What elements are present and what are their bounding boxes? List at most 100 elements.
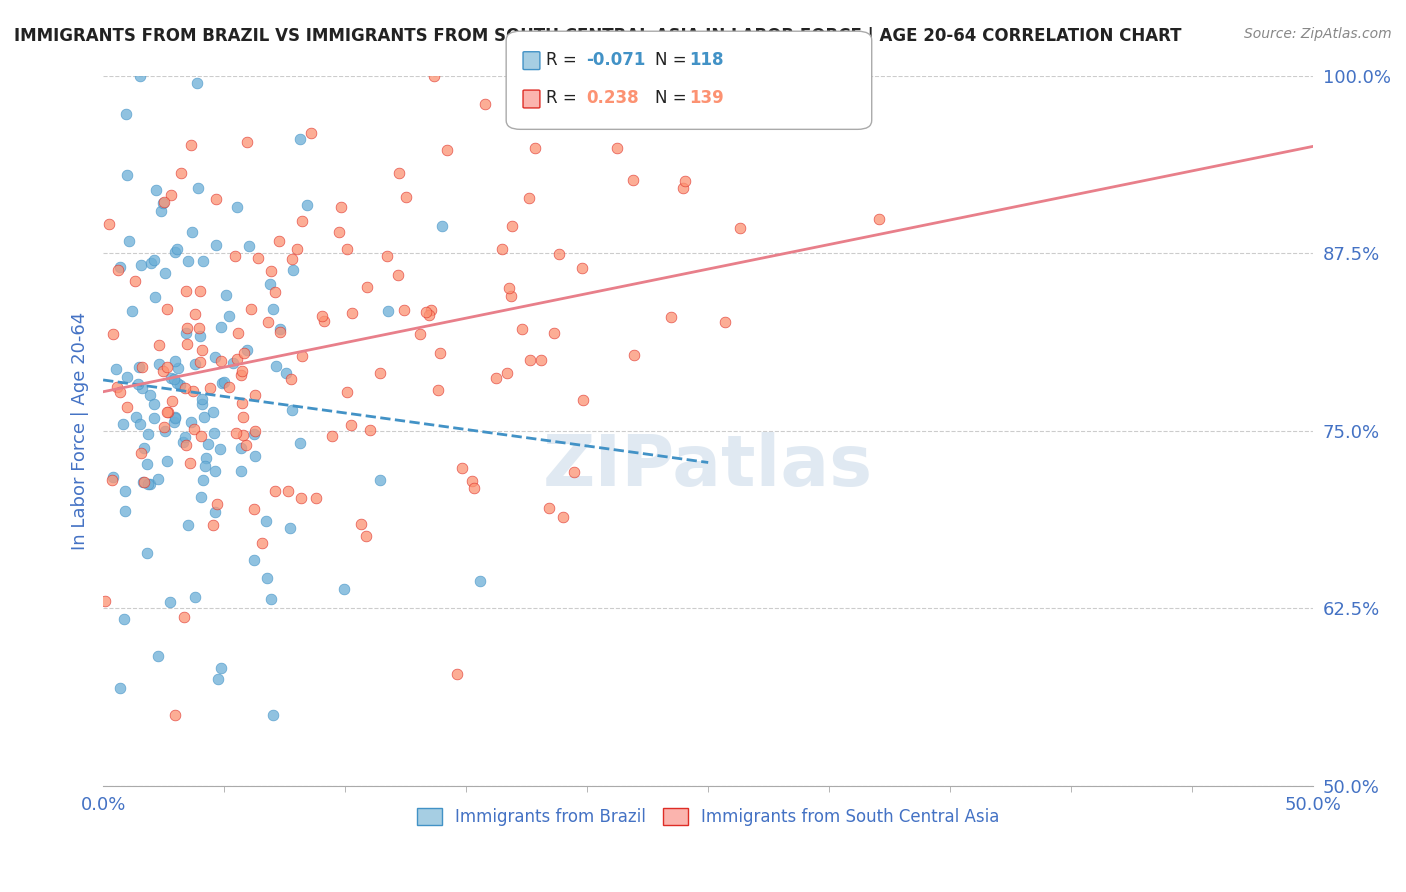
Point <box>148 357 170 371</box>
Point <box>463 481 485 495</box>
Point <box>512 322 534 336</box>
Point <box>295 197 318 211</box>
Point <box>94 593 117 607</box>
Text: Source: ZipAtlas.com: Source: ZipAtlas.com <box>1244 27 1392 41</box>
Point <box>247 252 270 266</box>
Point <box>356 529 378 543</box>
Point <box>186 76 208 90</box>
Point <box>226 326 249 340</box>
Point <box>197 437 219 451</box>
Point <box>260 592 283 607</box>
Point <box>183 422 205 436</box>
Text: 0.238: 0.238 <box>586 89 638 107</box>
Point <box>333 582 356 597</box>
Point <box>551 509 574 524</box>
Point <box>427 383 450 397</box>
Point <box>429 346 451 360</box>
Point <box>141 256 163 270</box>
Point <box>672 181 695 195</box>
Point <box>194 459 217 474</box>
Point <box>191 254 214 268</box>
Point <box>290 491 312 505</box>
Point <box>132 475 155 489</box>
Point <box>187 321 209 335</box>
Point <box>204 505 226 519</box>
Point <box>180 138 202 153</box>
Point <box>368 366 391 380</box>
Point <box>392 303 415 318</box>
Point <box>152 364 174 378</box>
Point <box>145 183 167 197</box>
Point <box>571 260 593 275</box>
Point <box>254 514 277 528</box>
Point <box>172 435 194 450</box>
Point <box>179 456 201 470</box>
Point <box>209 354 232 368</box>
Point <box>446 666 468 681</box>
Point <box>305 491 328 505</box>
Point <box>311 309 333 323</box>
Point <box>155 266 177 280</box>
Point <box>204 464 226 478</box>
Point <box>177 517 200 532</box>
Point <box>111 417 134 431</box>
Point <box>170 166 193 180</box>
Point <box>572 392 595 407</box>
Point <box>388 166 411 180</box>
Point <box>188 329 211 343</box>
Point <box>621 173 644 187</box>
Point <box>562 465 585 479</box>
Point <box>136 457 159 471</box>
Point <box>207 497 229 511</box>
Point <box>101 326 124 341</box>
Point <box>129 258 152 272</box>
Point <box>125 409 148 424</box>
Point <box>728 221 751 235</box>
Point <box>269 322 291 336</box>
Point <box>134 441 156 455</box>
Point <box>260 264 283 278</box>
Point <box>524 141 547 155</box>
Point <box>290 132 312 146</box>
Point <box>176 320 198 334</box>
Point <box>231 395 253 409</box>
Point <box>225 426 247 441</box>
Point <box>243 424 266 438</box>
Point <box>165 411 187 425</box>
Text: IMMIGRANTS FROM BRAZIL VS IMMIGRANTS FROM SOUTH CENTRAL ASIA IN LABOR FORCE | AG: IMMIGRANTS FROM BRAZIL VS IMMIGRANTS FRO… <box>14 27 1181 45</box>
Point <box>202 425 225 440</box>
Point <box>229 368 252 382</box>
Point <box>342 306 364 320</box>
Point <box>166 242 188 256</box>
Point <box>173 610 195 624</box>
Point <box>461 475 484 489</box>
Point <box>408 326 430 341</box>
Point <box>229 441 252 455</box>
Point <box>146 472 169 486</box>
Point <box>174 437 197 451</box>
Point <box>543 326 565 340</box>
Point <box>108 384 131 399</box>
Point <box>108 260 131 274</box>
Point <box>209 319 232 334</box>
Point <box>179 415 201 429</box>
Point <box>201 404 224 418</box>
Point <box>236 343 259 358</box>
Point <box>136 426 159 441</box>
Point <box>368 474 391 488</box>
Text: 118: 118 <box>689 51 724 69</box>
Point <box>350 516 373 531</box>
Point <box>415 305 437 319</box>
Point <box>215 287 238 301</box>
Point <box>659 310 682 325</box>
Point <box>160 371 183 385</box>
Point <box>211 376 233 391</box>
Point <box>772 116 794 130</box>
Point <box>115 400 138 414</box>
Point <box>163 409 186 424</box>
Point <box>136 477 159 491</box>
Text: N =: N = <box>655 51 692 69</box>
Point <box>180 225 202 239</box>
Point <box>159 595 181 609</box>
Point <box>328 225 350 239</box>
